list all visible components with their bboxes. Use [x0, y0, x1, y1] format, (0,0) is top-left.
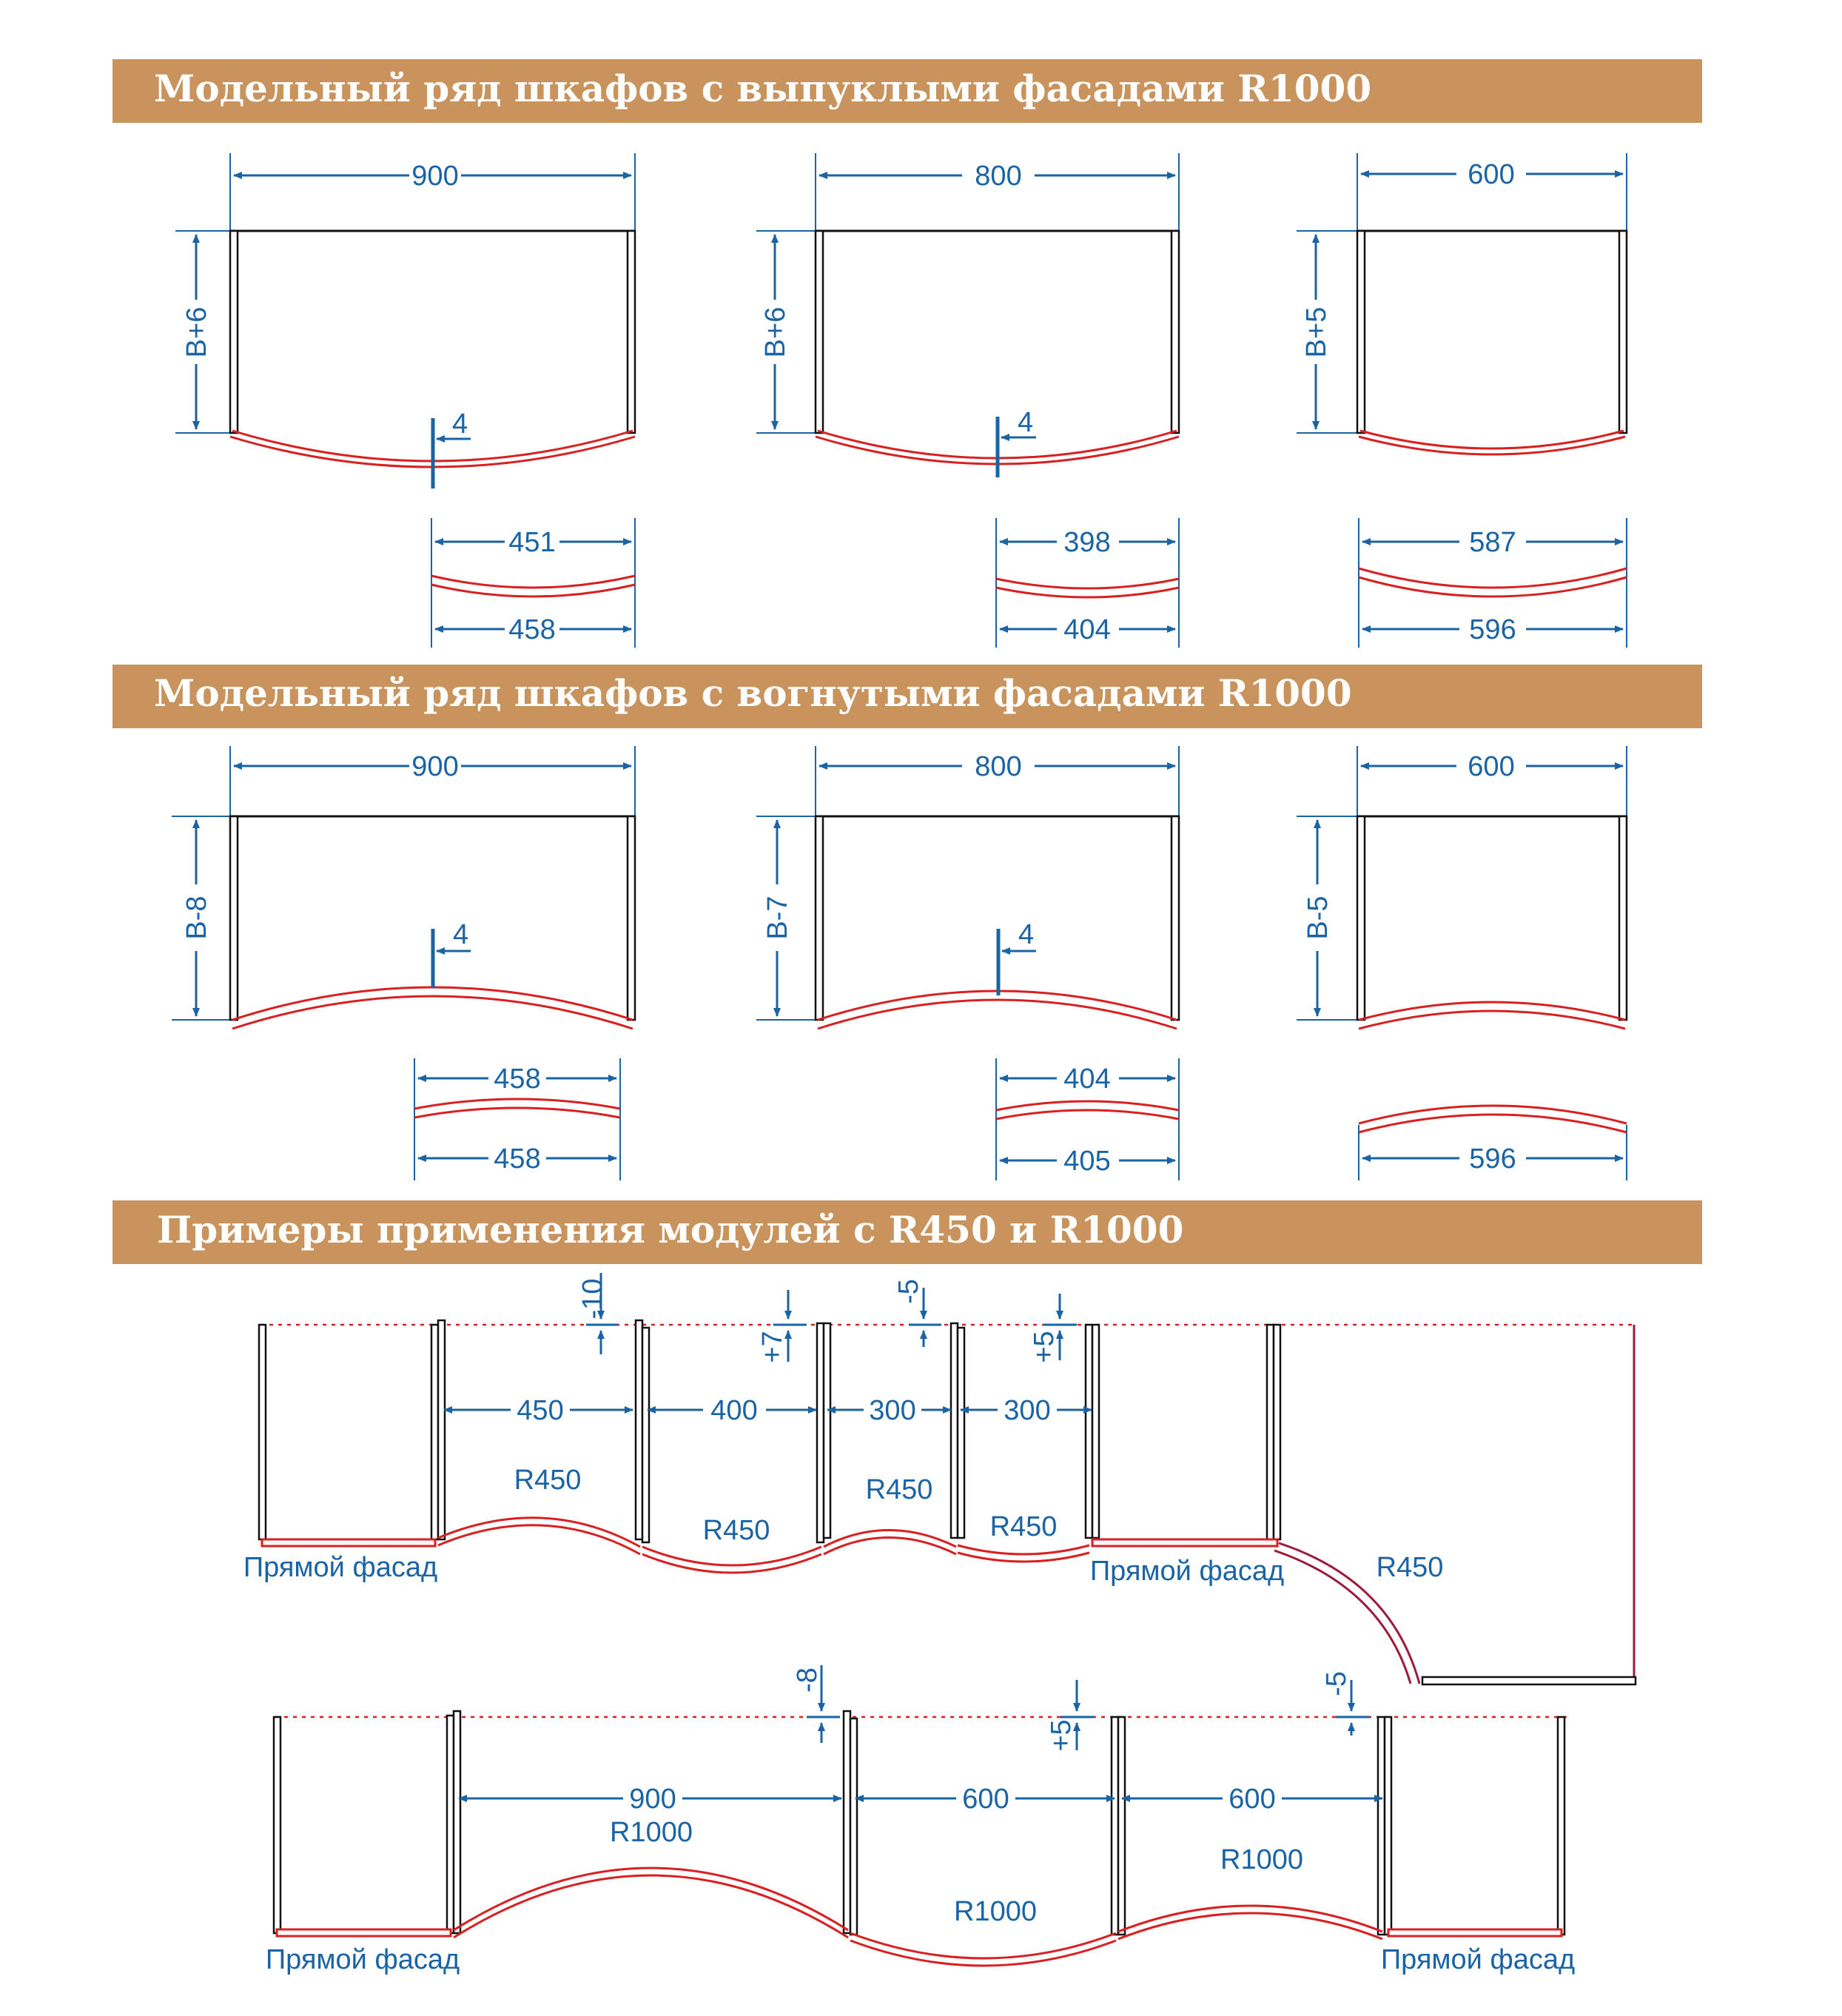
- example2-width-900: 900: [629, 1784, 676, 1815]
- convex-cabinet-900: 900 В+6 4: [175, 153, 636, 488]
- section-banner-examples: Примеры применения модулей с R450 и R100…: [112, 1200, 1702, 1264]
- section-title-concave: Модельный ряд шкафов с вогнутыми фасадам…: [154, 671, 1352, 715]
- convex-600-facade-detail: 587 596: [1358, 518, 1627, 648]
- example1-width-450: 450: [517, 1395, 563, 1426]
- example1-radius-3: R450: [866, 1474, 933, 1505]
- convex-600-height-label: В+5: [1301, 307, 1332, 358]
- example2-offset-3: -5: [1321, 1671, 1352, 1696]
- convex-800-top-chord-label: 398: [1063, 527, 1110, 558]
- convex-cabinet-800: 800 В+6 4: [756, 153, 1180, 477]
- convex-900-top-chord-label: 451: [508, 527, 555, 558]
- concave-600-facade-detail: 596: [1358, 1104, 1627, 1180]
- example2-width-600a: 600: [962, 1784, 1009, 1815]
- example2-radius-1: R1000: [610, 1817, 693, 1848]
- example2-width-600b: 600: [1228, 1784, 1275, 1815]
- example1-radius-4: R450: [990, 1511, 1058, 1542]
- example2-straight-left-label: Прямой фасад: [266, 1944, 460, 1975]
- convex-800-width-label: 800: [975, 161, 1021, 192]
- convex-800-bottom-chord-label: 404: [1063, 614, 1110, 645]
- convex-900-bottom-chord-label: 458: [508, 614, 555, 645]
- example2-offset-1: -8: [792, 1667, 823, 1693]
- example1-offset-1: -10: [577, 1279, 608, 1320]
- example-r450: Прямой фасад R450 R450 R450 R450 Прямой …: [243, 1273, 1637, 1686]
- example1-offset-3: -5: [893, 1279, 924, 1304]
- concave-900-sag-label: 4: [453, 919, 468, 950]
- example2-offset-2: +5: [1046, 1719, 1077, 1751]
- convex-900-height-label: В+6: [181, 307, 212, 358]
- example1-width-300a: 300: [869, 1395, 915, 1426]
- convex-800-facade-detail: 398 404: [995, 518, 1180, 648]
- convex-900-sag-label: 4: [452, 409, 468, 440]
- example1-radius-2: R450: [703, 1515, 770, 1546]
- concave-900-facade-detail: 458 458: [414, 1058, 621, 1180]
- convex-600-top-chord-label: 587: [1469, 527, 1516, 558]
- example1-width-400: 400: [710, 1395, 757, 1426]
- concave-800-top-chord-label: 404: [1063, 1064, 1110, 1095]
- concave-800-sag-label: 4: [1018, 919, 1034, 950]
- example1-width-300b: 300: [1004, 1395, 1050, 1426]
- example2-radius-3: R1000: [1220, 1844, 1303, 1875]
- convex-800-height-label: В+6: [760, 307, 791, 358]
- concave-800-bottom-chord-label: 405: [1063, 1146, 1110, 1177]
- concave-900-width-label: 900: [411, 751, 458, 782]
- concave-cabinet-800: 800 В-7 4: [756, 746, 1180, 1030]
- example2-straight-right-label: Прямой фасад: [1381, 1944, 1575, 1975]
- concave-600-width-label: 600: [1468, 751, 1514, 782]
- convex-900-facade-detail: 451 458: [431, 518, 636, 648]
- concave-900-bottom-chord-label: 458: [494, 1143, 540, 1175]
- section-banner-convex: Модельный ряд шкафов с выпуклыми фасадам…: [112, 59, 1702, 123]
- example1-radius-5: R450: [1377, 1552, 1444, 1583]
- convex-600-bottom-chord-label: 596: [1469, 614, 1516, 645]
- section-title-examples: Примеры применения модулей с R450 и R100…: [157, 1208, 1183, 1251]
- concave-800-height-label: В-7: [762, 896, 793, 939]
- concave-600-bottom-chord-label: 596: [1469, 1143, 1516, 1175]
- example1-straight-mid-label: Прямой фасад: [1090, 1556, 1284, 1587]
- convex-600-width-label: 600: [1468, 159, 1514, 190]
- convex-900-width-label: 900: [411, 161, 458, 192]
- concave-900-height-label: В-8: [181, 896, 212, 939]
- example2-radius-2: R1000: [954, 1896, 1037, 1927]
- convex-cabinet-600: 600 В+5: [1297, 153, 1628, 456]
- example1-offset-4: +5: [1029, 1331, 1060, 1363]
- concave-600-height-label: В-5: [1302, 896, 1334, 939]
- section-banner-concave: Модельный ряд шкафов с вогнутыми фасадам…: [112, 665, 1702, 728]
- concave-800-facade-detail: 404 405: [995, 1058, 1180, 1180]
- section-title-convex: Модельный ряд шкафов с выпуклыми фасадам…: [154, 67, 1371, 110]
- convex-800-sag-label: 4: [1018, 407, 1033, 438]
- concave-cabinet-900: 900 В-8 4: [172, 746, 636, 1030]
- example-r1000: Прямой фасад R1000 R1000 R1000 Прямой фа…: [266, 1665, 1575, 1975]
- example1-straight-left-label: Прямой фасад: [243, 1552, 437, 1583]
- example1-radius-1: R450: [514, 1465, 582, 1496]
- concave-800-width-label: 800: [975, 751, 1021, 782]
- concave-900-top-chord-label: 458: [494, 1064, 540, 1095]
- concave-cabinet-600: 600 В-5: [1297, 746, 1628, 1030]
- example1-offset-2: +7: [757, 1331, 788, 1363]
